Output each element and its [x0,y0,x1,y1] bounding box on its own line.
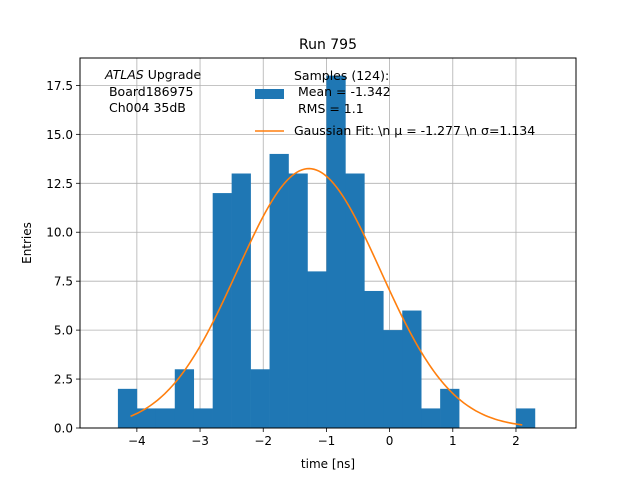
y-tick-label: 15.0 [46,128,73,142]
chart-title: Run 795 [299,37,357,53]
histogram-bar [212,193,232,428]
y-tick-label: 0.0 [54,422,73,436]
gaussian-fit-curve [130,167,523,426]
legend-hist-line-3: RMS = 1.1 [294,101,364,116]
y-tick-label: 2.5 [54,373,73,387]
x-tick-label: −3 [191,434,209,448]
histogram-bar [440,388,460,428]
histogram-bar [345,173,365,428]
histogram-bar [155,408,176,428]
histogram-bar [231,173,251,428]
histogram-bar [383,330,403,428]
legend: Samples (124): Mean = -1.342 RMS = 1.1 G… [255,68,535,138]
histogram-bar [250,369,270,428]
atlas-annotation: ATLAS Upgrade Board186975 Ch004 35dB [104,67,201,115]
axis-ticks: −4 −3 −2 −1 0 1 2 0.0 2.5 5.0 7.5 10.0 12.5 15.0 17.5 [46,79,520,448]
annotation-line-3: Ch004 35dB [105,100,186,115]
x-tick-label: −4 [128,434,146,448]
y-axis-label: Entries [20,222,34,264]
annotation-line-2: Board186975 [105,84,193,99]
x-tick-label: −1 [318,434,336,448]
legend-fit-label: Gaussian Fit: \n μ = -1.277 \n σ=1.134 [294,123,535,138]
y-tick-label: 7.5 [54,275,73,289]
histogram-bar [136,408,157,428]
histogram-bar [307,271,327,428]
histogram-bar [269,153,289,429]
x-tick-label: 1 [449,434,457,448]
annotation-line-1: ATLAS Upgrade [104,67,201,82]
histogram-bar [515,408,536,428]
histogram-bar [174,369,195,428]
legend-hist-swatch [255,89,284,99]
x-tick-label: −2 [254,434,272,448]
x-tick-label: 0 [386,434,394,448]
plot-frame [79,57,577,429]
histogram-bar [326,75,346,428]
y-tick-label: 5.0 [54,324,73,338]
y-tick-label: 17.5 [46,79,73,93]
histogram-bar [117,388,138,428]
x-axis-label: time [ns] [301,457,355,471]
histogram-bar [288,173,308,428]
histogram-bar [364,290,384,428]
y-tick-label: 12.5 [46,177,73,191]
legend-hist-line-1: Samples (124): [294,68,389,83]
histogram-bar [193,408,213,428]
histogram-bars [117,75,536,429]
y-tick-label: 10.0 [46,226,73,240]
x-tick-label: 2 [512,434,520,448]
histogram-bar [402,310,422,428]
histogram-bar [421,408,441,428]
legend-hist-line-2: Mean = -1.342 [294,84,391,99]
